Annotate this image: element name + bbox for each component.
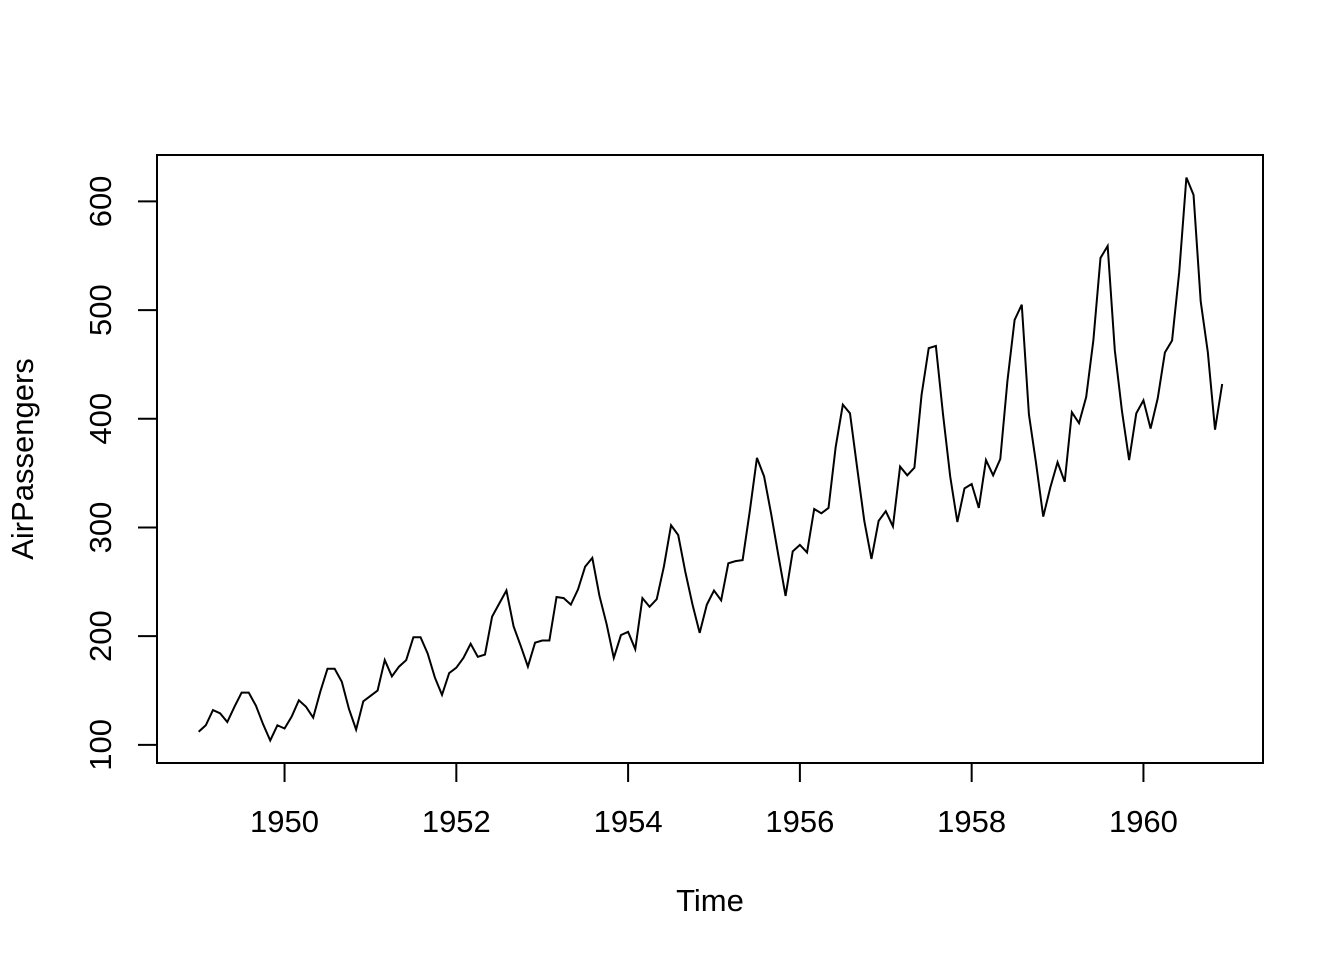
y-tick-label: 600 <box>83 176 118 228</box>
x-tick-label: 1956 <box>765 804 834 839</box>
x-tick-label: 1952 <box>422 804 491 839</box>
y-tick-label: 300 <box>83 502 118 554</box>
y-tick-label: 500 <box>83 284 118 336</box>
x-tick-label: 1958 <box>937 804 1006 839</box>
x-tick-label: 1954 <box>594 804 663 839</box>
airpassengers-series-line <box>197 177 1224 743</box>
y-tick-label: 400 <box>83 393 118 445</box>
x-axis-title: Time <box>676 883 744 918</box>
y-tick-label: 200 <box>83 610 118 662</box>
plot-generated-content: 1950 1952 1954 1956 1958 1960 100 200 300 400 500 6… <box>83 154 1264 839</box>
x-tick-label: 1950 <box>250 804 319 839</box>
y-axis-title: AirPassengers <box>5 358 40 560</box>
y-tick-label: 100 <box>83 719 118 771</box>
x-tick-label: 1960 <box>1109 804 1178 839</box>
plot-border <box>156 154 1264 764</box>
